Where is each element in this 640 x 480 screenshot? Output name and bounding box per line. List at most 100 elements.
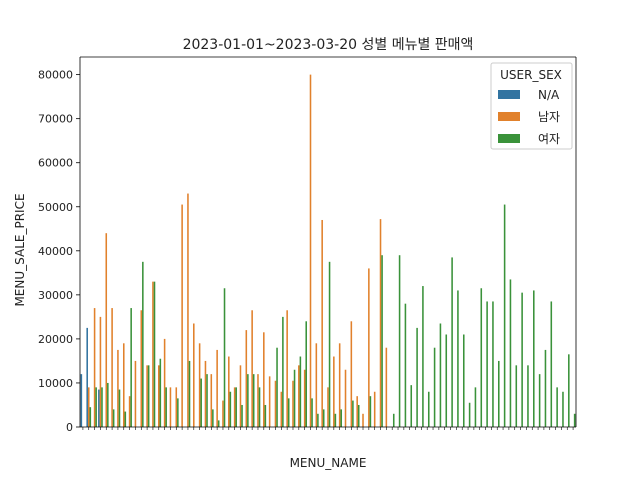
bar-2-80 — [550, 301, 553, 427]
bar-1-1 — [87, 387, 90, 427]
bar-2-33 — [276, 347, 278, 427]
bar-2-73 — [509, 279, 512, 427]
bar-2-27 — [241, 404, 243, 427]
x-axis-title: MENU_NAME — [290, 456, 367, 470]
bar-1-40 — [315, 343, 318, 427]
bar-2-20 — [200, 378, 202, 427]
bar-1-48 — [362, 413, 364, 427]
bar-2-84 — [573, 413, 576, 427]
bar-2-28 — [247, 374, 249, 427]
bar-2-43 — [334, 413, 337, 427]
bar-1-8 — [128, 396, 131, 427]
bar-1-30 — [257, 374, 259, 427]
bar-1-32 — [268, 376, 271, 427]
y-tick-label: 70000 — [38, 113, 73, 126]
y-tick-label: 0 — [66, 421, 73, 434]
bar-2-83 — [568, 354, 570, 427]
bar-2-47 — [357, 404, 360, 427]
bar-2-22 — [212, 409, 214, 427]
legend-label: 여자 — [538, 132, 560, 146]
bar-1-13 — [158, 365, 160, 427]
bar-2-13 — [159, 358, 162, 427]
bar-1-43 — [333, 356, 335, 427]
legend-frame — [490, 62, 573, 150]
bar-2-5 — [112, 409, 115, 427]
bar-2-34 — [282, 316, 284, 427]
bar-0-0 — [80, 374, 83, 427]
bar-2-10 — [142, 261, 144, 427]
bar-1-23 — [216, 349, 218, 427]
bar-2-51 — [381, 255, 383, 427]
bar-2-53 — [392, 413, 395, 427]
bar-1-4 — [105, 233, 108, 427]
legend-swatch — [498, 90, 520, 99]
bar-0-3 — [98, 389, 100, 427]
bar-2-81 — [556, 387, 558, 427]
bar-2-69 — [486, 301, 488, 427]
bar-2-8 — [130, 308, 132, 427]
y-tick-label: 50000 — [38, 201, 73, 214]
bar-2-79 — [544, 349, 547, 427]
bar-1-22 — [210, 374, 213, 427]
bar-2-36 — [293, 369, 296, 427]
bar-2-54 — [398, 255, 401, 427]
bar-2-76 — [527, 365, 529, 427]
bar-1-41 — [321, 219, 323, 427]
bar-2-7 — [124, 411, 127, 427]
bar-2-56 — [410, 385, 413, 427]
bar-2-11 — [147, 365, 150, 427]
bar-1-17 — [181, 204, 183, 427]
bar-2-60 — [433, 347, 436, 427]
bar-2-78 — [538, 374, 541, 427]
bar-1-19 — [193, 323, 195, 427]
y-tick-label: 40000 — [38, 245, 73, 258]
bar-1-35 — [286, 310, 288, 427]
y-tick-label: 80000 — [38, 69, 73, 82]
bar-1-28 — [245, 330, 248, 427]
bar-1-44 — [338, 343, 341, 427]
bar-2-29 — [252, 374, 255, 427]
bars-layer — [80, 74, 576, 428]
bar-1-49 — [368, 268, 370, 427]
bar-2-75 — [521, 292, 523, 427]
bar-1-36 — [292, 380, 294, 427]
bar-1-51 — [379, 219, 382, 427]
chart-title: 2023-01-01~2023-03-20 성별 메뉴별 판매액 — [183, 37, 474, 53]
bar-2-57 — [416, 327, 418, 427]
bar-1-14 — [163, 338, 166, 427]
bar-2-44 — [340, 409, 343, 427]
bar-2-64 — [457, 290, 459, 427]
y-axis-title: MENU_SALE_PRICE — [13, 193, 27, 306]
bar-1-29 — [251, 310, 253, 427]
bar-1-39 — [309, 74, 312, 428]
bar-1-27 — [239, 365, 242, 427]
bar-1-20 — [198, 343, 201, 427]
x-ticks — [82, 427, 574, 430]
bar-2-26 — [235, 387, 237, 427]
bar-2-49 — [369, 396, 372, 427]
bar-1-18 — [187, 193, 189, 427]
legend-swatch — [498, 112, 520, 121]
bar-2-4 — [107, 382, 109, 427]
bar-1-24 — [222, 400, 224, 427]
bar-2-14 — [165, 387, 167, 427]
bar-2-46 — [352, 400, 354, 427]
bar-2-67 — [474, 387, 477, 427]
bar-2-12 — [153, 281, 156, 427]
bar-2-74 — [515, 365, 518, 427]
bar-1-34 — [280, 391, 283, 427]
bar-2-30 — [258, 387, 261, 427]
bar-2-39 — [311, 398, 313, 427]
bar-2-1 — [89, 407, 92, 427]
bar-1-10 — [140, 310, 143, 427]
bar-2-24 — [223, 288, 226, 427]
bar-2-72 — [503, 204, 506, 427]
y-tick-label: 60000 — [38, 157, 73, 170]
y-tick-label: 30000 — [38, 289, 73, 302]
bar-1-42 — [327, 387, 329, 427]
bar-2-16 — [177, 398, 179, 427]
bar-1-2 — [93, 308, 96, 427]
y-tick-label: 10000 — [38, 377, 73, 390]
